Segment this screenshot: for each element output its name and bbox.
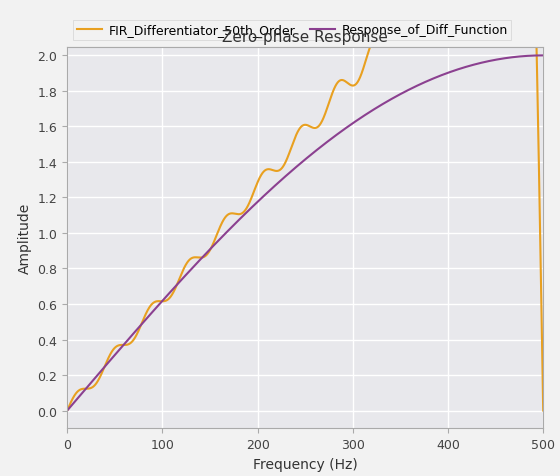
FIR_Differentiator_50th_Order — [150, 300, 157, 306]
FIR_Differentiator_50th_Order — [374, 33, 380, 39]
Line: Response_of_Diff_Function: Response_of_Diff_Function — [67, 56, 543, 411]
Response_of_Diff_Function — [374, 106, 380, 111]
Line: FIR_Differentiator_50th_Order: FIR_Differentiator_50th_Order — [67, 0, 543, 411]
Y-axis label: Amplitude: Amplitude — [18, 202, 32, 273]
FIR_Differentiator_50th_Order — [64, 408, 71, 414]
Response_of_Diff_Function — [349, 121, 356, 127]
Response_of_Diff_Function — [419, 81, 426, 87]
Title: Zero-phase Response: Zero-phase Response — [222, 30, 388, 45]
FIR_Differentiator_50th_Order — [540, 408, 547, 414]
FIR_Differentiator_50th_Order — [349, 83, 356, 89]
X-axis label: Frequency (Hz): Frequency (Hz) — [253, 456, 358, 471]
Response_of_Diff_Function — [150, 308, 157, 314]
Response_of_Diff_Function — [540, 53, 547, 59]
Response_of_Diff_Function — [455, 67, 462, 73]
Legend: FIR_Differentiator_50th_Order, Response_of_Diff_Function: FIR_Differentiator_50th_Order, Response_… — [73, 20, 511, 41]
Response_of_Diff_Function — [246, 208, 253, 213]
Response_of_Diff_Function — [64, 408, 71, 414]
FIR_Differentiator_50th_Order — [246, 201, 253, 207]
